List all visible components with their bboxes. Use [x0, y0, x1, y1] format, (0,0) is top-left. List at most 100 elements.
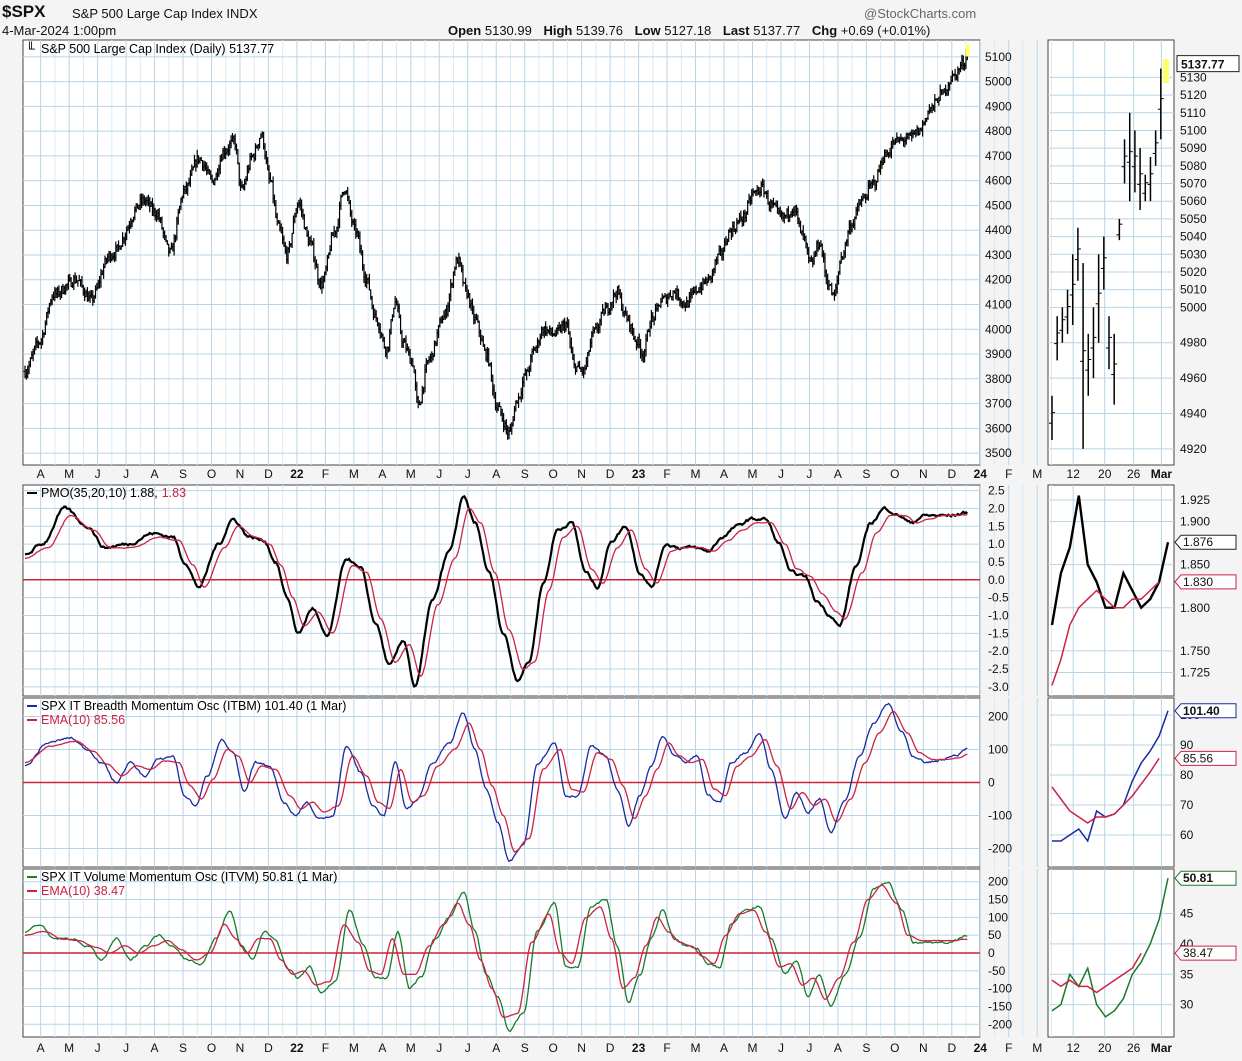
price-y-tick-label: 3500 [985, 446, 1012, 460]
x-tick-label: 24 [974, 1041, 988, 1055]
x-tick-label: 22 [290, 1041, 304, 1055]
zoom-price-y-tick-label: 5040 [1180, 230, 1207, 244]
zoom-pmo-y-tick-label: 1.850 [1180, 558, 1210, 572]
itbm-ema-label: EMA(10) 85.56 [41, 713, 125, 727]
pmo-y-tick-label: 0.0 [988, 573, 1005, 587]
zoom-price-y-tick-label: 5130 [1180, 70, 1207, 84]
itbm-series-0 [24, 702, 968, 863]
price-y-tick-label: 5100 [985, 50, 1012, 64]
zoom-itvm-value-tag [1174, 870, 1237, 886]
zoom-itbm-value-tag [1174, 750, 1237, 766]
price-y-tick-label: 3600 [985, 421, 1012, 435]
x-tick-label: A [720, 467, 728, 481]
zoom-price-y-tick-label: 5030 [1180, 247, 1207, 261]
x-tick-label: J [95, 1041, 101, 1055]
price-y-tick-label: 4600 [985, 174, 1012, 188]
zoom-itvm-series-0 [1051, 878, 1169, 1018]
pmo-y-tick-label: 2.5 [988, 484, 1005, 498]
zoom-price-y-tick-label: 4960 [1180, 371, 1207, 385]
open-value: 5130.99 [484, 23, 532, 38]
zoom-panel-2 [1047, 697, 1175, 868]
zoom-itbm-y-tick-label: 90 [1180, 738, 1194, 752]
zoom-itbm-series-1 [1051, 757, 1160, 824]
x-tick-label: N [577, 467, 586, 481]
price-y-tick-label: 4800 [985, 124, 1012, 138]
chart-date: 4-Mar-2024 1:00pm [2, 23, 117, 38]
pmo-y-tick-label: -1.5 [988, 626, 1009, 640]
x-tick-label: A [37, 1041, 45, 1055]
zoom-price-y-tick-label: 5010 [1180, 283, 1207, 297]
zoom-x-tick-label: 12 [1067, 467, 1081, 481]
price-y-tick-label: 4500 [985, 198, 1012, 212]
x-tick-label: A [834, 1041, 842, 1055]
pmo-y-tick-label: -3.0 [988, 680, 1009, 694]
low-value: 5127.18 [664, 23, 712, 38]
x-tick-label: A [37, 467, 45, 481]
x-tick-label: D [264, 467, 273, 481]
itbm-y-tick-label: -100 [988, 809, 1012, 823]
itbm-y-tick-label: 0 [988, 776, 995, 790]
last-label: Last [722, 23, 750, 38]
zoom-x-tick-label: 20 [1098, 467, 1112, 481]
zoom-itvm-y-tick-label: 30 [1180, 998, 1194, 1012]
main-panel-0 [22, 39, 981, 466]
zoom-itvm-y-tick-label: 45 [1180, 907, 1194, 921]
pmo-series-1 [24, 507, 968, 677]
x-tick-label: N [919, 467, 928, 481]
zoom-price-y-tick-label: 5090 [1180, 141, 1207, 155]
price-y-tick-label: 4100 [985, 298, 1012, 312]
zoom-pmo-value-tag [1174, 574, 1237, 590]
pmo-y-tick-label: 0.5 [988, 555, 1005, 569]
x-tick-label: O [890, 1041, 899, 1055]
x-tick-label: M [64, 467, 74, 481]
zoom-price-y-tick-label: 5080 [1180, 159, 1207, 173]
zoom-itvm-series-1 [1051, 952, 1142, 994]
zoom-x-tick-label: 12 [1067, 1041, 1081, 1055]
itvm-y-tick-label: -100 [988, 982, 1012, 996]
x-tick-label: M [406, 467, 416, 481]
itvm-series-1 [24, 884, 968, 1018]
zoom-price-y-tick-label: 5050 [1180, 212, 1207, 226]
x-tick-label: F [663, 1041, 670, 1055]
zoom-pmo-y-tick-label: 1.725 [1180, 665, 1210, 679]
zoom-itbm-value-tag-label: 85.56 [1183, 751, 1213, 765]
zoom-price-y-tick-label: 5070 [1180, 177, 1207, 191]
zoom-itbm-y-tick-label: 80 [1180, 768, 1194, 782]
ohlc-readout: Open 5130.99 High 5139.76 Low 5127.18 La… [448, 23, 938, 38]
low-label: Low [634, 23, 661, 38]
x-tick-label: A [720, 1041, 728, 1055]
x-tick-label: M [691, 467, 701, 481]
zoom-panel-1 [1047, 484, 1175, 697]
zoom-price-y-tick-label: 5110 [1180, 106, 1206, 120]
itvm-y-tick-label: 200 [988, 875, 1008, 889]
itvm-panel-title: SPX IT Volume Momentum Osc (ITVM) 50.81 … [41, 870, 337, 884]
x-tick-label: J [123, 1041, 129, 1055]
zoom-price-y-tick-label: 4980 [1180, 336, 1207, 350]
price-y-tick-label: 4400 [985, 223, 1012, 237]
x-tick-label: J [465, 467, 471, 481]
chart-symbol: $SPX [2, 2, 46, 21]
pmo-signal-label: 1.83 [162, 486, 186, 500]
high-value: 5139.76 [576, 23, 623, 38]
x-tick-label: J [806, 1041, 812, 1055]
zoom-pmo-y-tick-label: 1.750 [1180, 644, 1210, 658]
zoom-itvm-value-tag [1174, 945, 1237, 961]
zoom-price-y-tick-label: 5100 [1180, 123, 1207, 137]
price-y-tick-label: 5000 [985, 75, 1012, 89]
x-tick-label: O [549, 467, 558, 481]
zoom-pmo-value-tag [1174, 534, 1237, 550]
itvm-y-tick-label: -50 [988, 964, 1006, 978]
brand-watermark: @StockCharts.com [864, 6, 977, 21]
x-tick-label: J [436, 467, 442, 481]
pmo-y-tick-label: -0.5 [988, 591, 1009, 605]
zoom-itvm-y-tick-label: 35 [1180, 967, 1194, 981]
zoom-panel-3 [1047, 868, 1175, 1038]
x-tick-label: A [151, 1041, 159, 1055]
x-tick-label: J [123, 467, 129, 481]
x-tick-label: D [606, 467, 615, 481]
itvm-y-tick-label: 100 [988, 910, 1008, 924]
x-tick-label: D [947, 1041, 956, 1055]
x-tick-label: J [806, 467, 812, 481]
price-y-tick-label: 3700 [985, 397, 1012, 411]
x-tick-label: F [663, 467, 670, 481]
